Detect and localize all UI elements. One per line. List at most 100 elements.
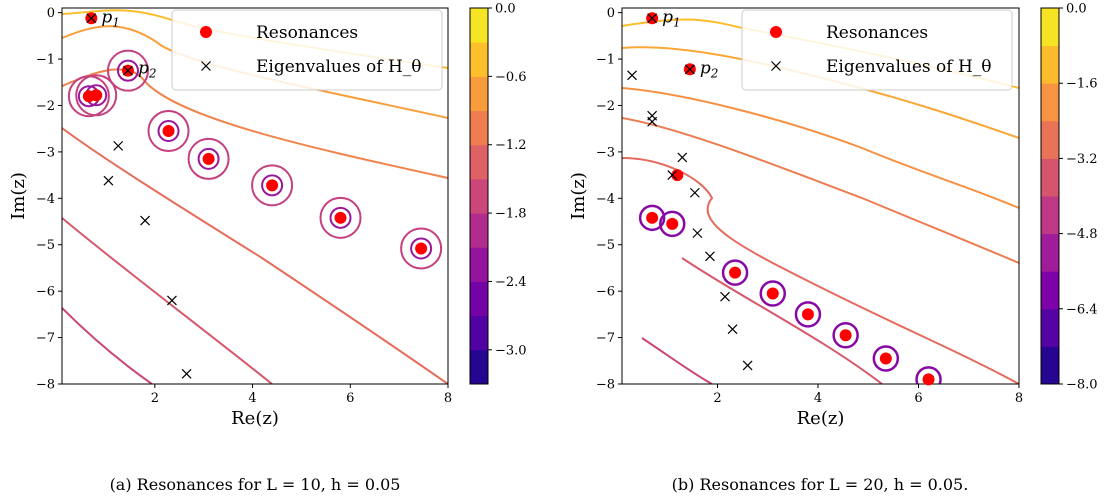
- resonance-point: [266, 179, 279, 192]
- contour-ring: [116, 59, 139, 82]
- eigenvalue-marker: [123, 65, 133, 76]
- colorbar-band: [470, 8, 488, 43]
- colorbar-tick-label: −1.6: [1066, 77, 1098, 92]
- contour-ring: [251, 164, 294, 207]
- contour-line: [62, 217, 273, 384]
- colorbar-tick-label: −8.0: [1066, 378, 1098, 393]
- eigenvalue-marker: [692, 228, 703, 239]
- legend-label: Resonances: [826, 23, 928, 43]
- x-tick-label: 6: [346, 391, 354, 406]
- colorbar-frame: [469, 7, 489, 385]
- colorbar-tick-label: 0.0: [495, 2, 516, 17]
- colorbar-band: [470, 110, 488, 146]
- contour-line: [622, 157, 1019, 384]
- y-tick-label: −3: [596, 145, 615, 160]
- x-tick-label: 2: [713, 391, 721, 406]
- colorbar-band: [470, 178, 488, 214]
- colorbar-tick-label: −4.8: [1066, 227, 1098, 242]
- legend-eigen-marker: [201, 61, 211, 71]
- y-tick-label: −8: [596, 378, 615, 393]
- resonance-point: [729, 266, 742, 279]
- contour-line: [622, 117, 1019, 264]
- colorbar-band: [470, 76, 488, 112]
- y-tick-label: −5: [36, 238, 55, 253]
- colorbar-band: [1041, 271, 1059, 310]
- y-tick-label: −7: [596, 331, 615, 346]
- resonance-point: [801, 308, 814, 321]
- x-tick-label: 8: [1015, 391, 1023, 406]
- contour-ring: [721, 259, 749, 286]
- eigenvalue-marker: [140, 215, 150, 226]
- colorbar-tick-label: −3.0: [495, 343, 527, 358]
- eigenvalue-marker: [677, 152, 688, 163]
- resonance-point: [415, 242, 428, 255]
- eigenvalue-marker: [727, 324, 738, 335]
- contour-lines: [622, 18, 1019, 384]
- contour-line: [62, 68, 448, 179]
- axes-frame: [61, 7, 449, 385]
- eigenvalue-marker: [181, 368, 192, 379]
- colorbar-band: [470, 247, 488, 282]
- legend-resonance-marker: [200, 26, 212, 38]
- eigenvalue-marker: [742, 360, 753, 371]
- axes-frame: [621, 7, 1020, 385]
- y-tick-label: −8: [36, 378, 55, 393]
- contour-ring: [75, 74, 118, 117]
- colorbar-band: [470, 213, 488, 248]
- eigenvalue-marker: [167, 295, 177, 306]
- contour-ring: [872, 345, 900, 372]
- legend-box: [741, 9, 1013, 91]
- contour-ring: [638, 204, 666, 232]
- colorbar-tick-label: 0.0: [1066, 2, 1087, 17]
- colorbar-tick-label: −3.2: [1066, 152, 1098, 167]
- resonance-point: [666, 217, 679, 230]
- legend-resonance-marker: [770, 26, 782, 38]
- y-tick-label: −6: [596, 285, 615, 300]
- colorbar-band: [470, 281, 488, 317]
- legend-eigen-marker: [771, 61, 781, 71]
- colorbar-band: [470, 315, 488, 351]
- colorbar-band: [470, 42, 488, 77]
- y-tick-label: −6: [36, 285, 55, 300]
- colorbar-tick-label: −2.4: [495, 275, 527, 290]
- y-tick-label: −7: [36, 331, 55, 346]
- contour-ring: [915, 366, 942, 384]
- caption: (b) Resonances for L = 20, h = 0.05.: [672, 475, 969, 494]
- colorbar-band: [470, 349, 488, 385]
- resonance-point: [646, 211, 659, 224]
- x-tick-label: 4: [248, 391, 256, 406]
- contour-ring: [400, 227, 443, 270]
- contour-ring: [197, 147, 220, 170]
- legend-label: Eigenvalues of H_θ: [826, 57, 992, 77]
- eigenvalue-marker: [667, 170, 678, 181]
- eigenvalue-marker: [705, 251, 715, 262]
- colorbar-frame: [1040, 7, 1060, 385]
- colorbar-tick-label: −6.4: [1066, 302, 1098, 317]
- x-axis-label: Re(z): [797, 408, 845, 429]
- contour-ring: [832, 322, 859, 349]
- contour-ring: [659, 210, 686, 238]
- contour-ring: [410, 237, 433, 260]
- x-tick-label: 4: [814, 391, 822, 406]
- panel-b: 2 4 6 80−1−2−3−4−5−6−7−8Re(z)Im(z)p1p2Reson…: [568, 2, 1098, 495]
- contour-line: [681, 257, 883, 384]
- legend: Resonances Eigenvalues of H_θ: [171, 9, 443, 91]
- contour-line: [641, 337, 713, 384]
- colorbar-band: [1041, 308, 1059, 347]
- y-tick-label: 0: [607, 6, 615, 21]
- colorbar-band: [1041, 233, 1059, 272]
- contour-ring: [329, 206, 352, 229]
- eigenvalue-marker: [113, 140, 124, 151]
- eigenvalue-marker: [720, 291, 730, 302]
- eigenvalue-marker: [647, 116, 658, 127]
- colorbar-band: [1041, 8, 1059, 47]
- colorbar-band: [1041, 83, 1059, 122]
- contour-line: [62, 307, 153, 384]
- colorbar-band: [1041, 45, 1059, 84]
- resonance-point: [162, 125, 175, 138]
- colorbar-band: [1041, 346, 1059, 385]
- colorbar-band: [1041, 196, 1059, 235]
- y-tick-label: −4: [596, 192, 615, 207]
- colorbar-band: [1041, 120, 1059, 159]
